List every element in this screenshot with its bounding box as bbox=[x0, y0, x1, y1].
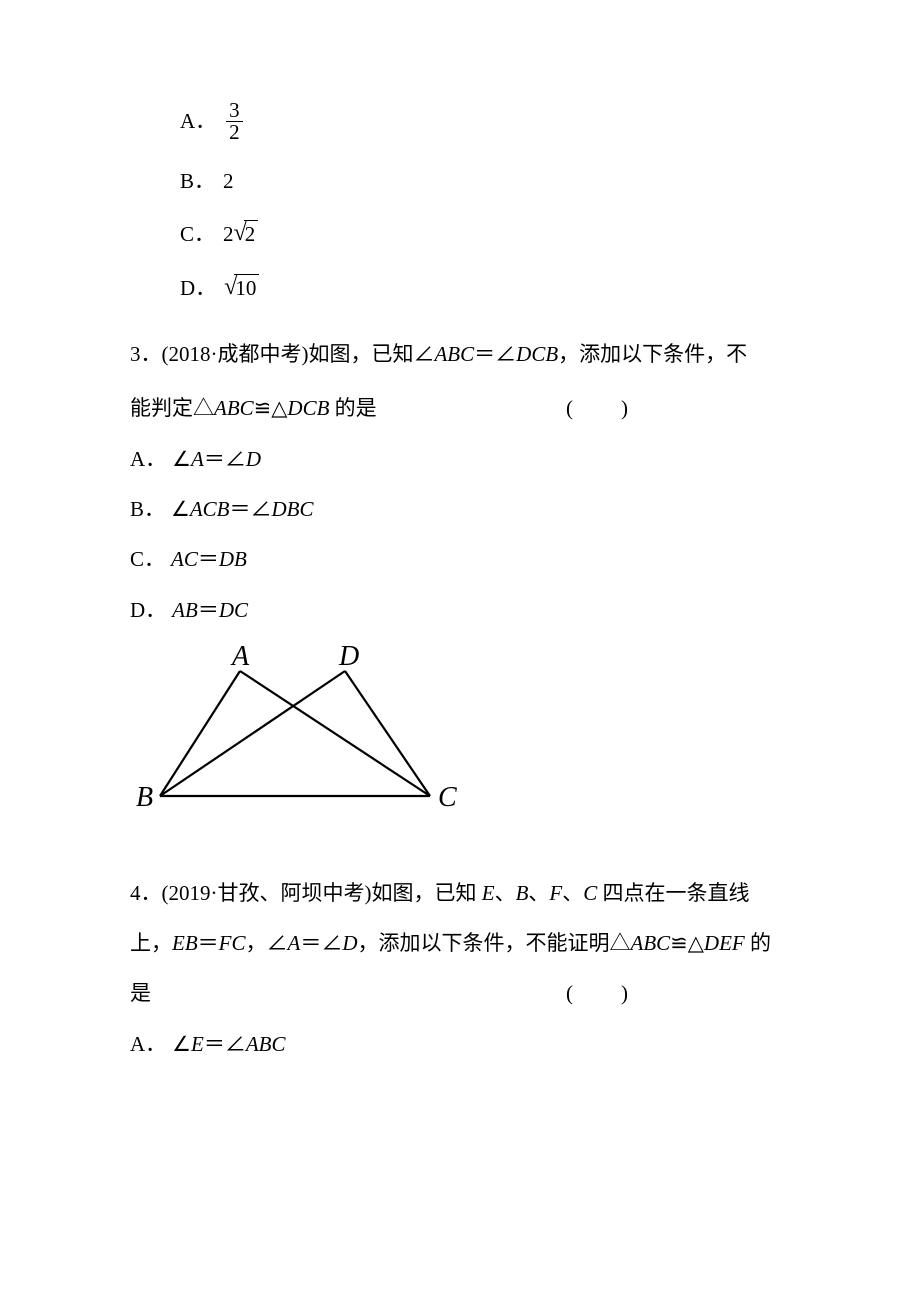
math-var: A bbox=[191, 447, 204, 471]
q2-option-b: B． 2 bbox=[180, 169, 800, 194]
text: 的是 bbox=[329, 396, 376, 420]
coef: 2 bbox=[223, 222, 234, 247]
q2-option-c: C． 2 √ 2 bbox=[180, 220, 800, 248]
radical-icon: √ bbox=[224, 275, 237, 299]
text: ＝∠ bbox=[474, 342, 516, 366]
text: 四点在一条直线 bbox=[597, 881, 749, 905]
math-var: ABC bbox=[434, 342, 474, 366]
svg-text:D: D bbox=[338, 641, 359, 672]
math-var: ABC bbox=[214, 396, 254, 420]
q4-stem-line3: 是 ( ) bbox=[130, 968, 800, 1018]
math-var: DBC bbox=[272, 497, 314, 521]
q4-stem-line2: 上，EB＝FC，∠A＝∠D，添加以下条件，不能证明△ABC≌△DEF 的 bbox=[130, 918, 800, 968]
answer-blank: ( ) bbox=[566, 968, 630, 1018]
text: ＝∠ bbox=[204, 1032, 246, 1056]
math-var: DEF bbox=[704, 931, 745, 955]
q3-figure: A D B C bbox=[130, 641, 800, 849]
text: ＝∠ bbox=[300, 931, 342, 955]
text: ＝ bbox=[198, 931, 219, 955]
text: 的 bbox=[745, 931, 771, 955]
fraction-denominator: 2 bbox=[226, 122, 243, 143]
text: ∠ bbox=[172, 1032, 191, 1056]
choice-label: B． bbox=[130, 497, 165, 521]
math-var: DCB bbox=[287, 396, 329, 420]
text: ，添加以下条件，不能证明△ bbox=[358, 931, 631, 955]
document-page: A． 3 2 B． 2 C． 2 √ 2 D． √ 10 3．(2018·成都中… bbox=[0, 0, 920, 1302]
math-var: B bbox=[516, 881, 529, 905]
option-label: D． bbox=[180, 276, 216, 301]
choice-label: A． bbox=[130, 1032, 166, 1056]
text: 是 bbox=[130, 968, 151, 1018]
answer-blank: ( ) bbox=[566, 383, 630, 433]
math-var: ABC bbox=[631, 931, 671, 955]
square-root: √ 2 bbox=[234, 220, 259, 248]
text: ＝ bbox=[198, 547, 219, 571]
fraction-numerator: 3 bbox=[226, 100, 243, 122]
text: 、 bbox=[495, 881, 516, 905]
radical-icon: √ bbox=[234, 221, 247, 245]
q3-choice-c: C．AC＝DB bbox=[130, 534, 800, 584]
option-label: C． bbox=[180, 222, 215, 247]
text: ，∠ bbox=[246, 931, 288, 955]
math-var: ACB bbox=[190, 497, 230, 521]
math-var: DCB bbox=[516, 342, 558, 366]
math-var: ABC bbox=[246, 1032, 286, 1056]
q3-stem: 3．(2018·成都中考)如图，已知∠ABC＝∠DCB，添加以下条件，不 bbox=[130, 329, 800, 379]
svg-text:B: B bbox=[136, 782, 153, 813]
q4-choice-a: A．∠E＝∠ABC bbox=[130, 1019, 800, 1069]
text: 、 bbox=[562, 881, 583, 905]
option-label: A． bbox=[180, 109, 216, 134]
choice-label: D． bbox=[130, 598, 166, 622]
text: ≌△ bbox=[254, 396, 288, 420]
fraction: 3 2 bbox=[226, 100, 243, 143]
math-var: E bbox=[482, 881, 495, 905]
q4-stem-line1: 4．(2019·甘孜、阿坝中考)如图，已知 E、B、F、C 四点在一条直线 bbox=[130, 868, 800, 918]
q3-stem-line2: 能判定△ABC≌△DCB 的是 ( ) bbox=[130, 383, 800, 433]
text: 上， bbox=[130, 931, 172, 955]
math-var: AC bbox=[171, 547, 198, 571]
math-var: EB bbox=[172, 931, 198, 955]
math-var: DB bbox=[219, 547, 247, 571]
q2-option-d: D． √ 10 bbox=[180, 274, 800, 302]
svg-text:A: A bbox=[230, 641, 250, 672]
math-var: DC bbox=[219, 598, 248, 622]
text: 能判定△ABC≌△DCB 的是 bbox=[130, 383, 377, 433]
math-var: D bbox=[342, 931, 357, 955]
triangle-diagram: A D B C bbox=[130, 641, 470, 831]
q3-choice-d: D．AB＝DC bbox=[130, 585, 800, 635]
text: ∠ bbox=[172, 447, 191, 471]
math-var: E bbox=[191, 1032, 204, 1056]
text: ∠ bbox=[171, 497, 190, 521]
math-var: A bbox=[288, 931, 301, 955]
choice-label: A． bbox=[130, 447, 166, 471]
option-label: B． bbox=[180, 169, 215, 194]
q2-option-a: A． 3 2 bbox=[180, 100, 800, 143]
text: 4．(2019·甘孜、阿坝中考)如图，已知 bbox=[130, 881, 482, 905]
math-var: FC bbox=[219, 931, 246, 955]
text: 3．(2018·成都中考)如图，已知∠ bbox=[130, 342, 434, 366]
option-value: 2 bbox=[223, 169, 234, 194]
text: ≌△ bbox=[670, 931, 704, 955]
text: ＝∠ bbox=[204, 447, 246, 471]
math-var: D bbox=[246, 447, 261, 471]
text: ，添加以下条件，不 bbox=[558, 342, 747, 366]
radicand: 10 bbox=[234, 274, 259, 302]
choice-label: C． bbox=[130, 547, 165, 571]
q3-choice-a: A．∠A＝∠D bbox=[130, 434, 800, 484]
text: 能判定△ bbox=[130, 396, 214, 420]
math-var: F bbox=[549, 881, 562, 905]
text: 、 bbox=[528, 881, 549, 905]
text: ＝ bbox=[198, 598, 219, 622]
math-var: AB bbox=[172, 598, 198, 622]
square-root: √ 10 bbox=[224, 274, 259, 302]
q3-choice-b: B．∠ACB＝∠DBC bbox=[130, 484, 800, 534]
svg-text:C: C bbox=[438, 782, 457, 813]
text: ＝∠ bbox=[230, 497, 272, 521]
math-var: C bbox=[583, 881, 597, 905]
